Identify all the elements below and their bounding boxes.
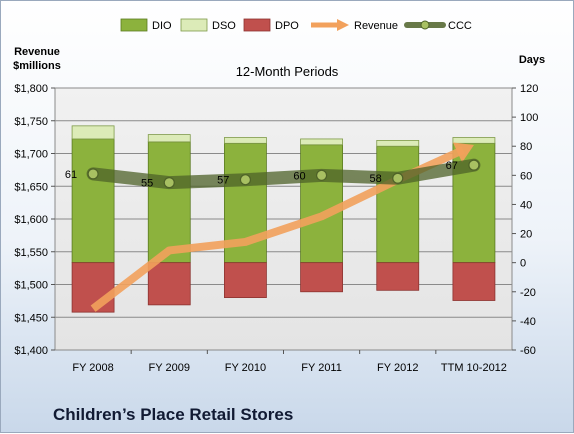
ccc-point xyxy=(163,177,175,189)
bar-dso xyxy=(147,134,191,143)
legend-marker-ccc xyxy=(420,20,430,30)
ccc-data-label: 61 xyxy=(65,169,77,181)
left-tick-label: $1,650 xyxy=(14,181,48,193)
ccc-line xyxy=(86,158,481,190)
ccc-data-label: 57 xyxy=(217,175,229,187)
bar-dso xyxy=(452,137,496,144)
ccc-point xyxy=(87,168,99,180)
ccc-data-label: 60 xyxy=(293,170,305,182)
x-tick-label: FY 2010 xyxy=(225,362,266,374)
right-tick-label: 20 xyxy=(520,229,532,241)
bar-dso xyxy=(300,138,343,146)
left-tick-label: $1,700 xyxy=(14,149,48,161)
left-axis-label-line2: $millions xyxy=(13,60,61,72)
left-axis-label-line1: Revenue xyxy=(14,46,60,58)
ccc-data-label: 58 xyxy=(370,173,382,185)
ccc-data-label: 55 xyxy=(141,178,153,190)
left-tick-label: $1,450 xyxy=(14,312,48,324)
legend-label-dio: DIO xyxy=(152,20,172,32)
left-tick-label: $1,750 xyxy=(14,116,48,128)
bar-dio xyxy=(376,145,420,264)
right-tick-label: -40 xyxy=(520,316,536,328)
bar-dpo xyxy=(376,262,420,291)
bar-dio xyxy=(147,141,191,264)
legend-label-ccc: CCC xyxy=(448,20,472,32)
bar-dio xyxy=(300,144,343,264)
right-tick-label: 120 xyxy=(520,83,538,95)
ccc-point xyxy=(315,169,328,181)
x-tick-label: FY 2008 xyxy=(72,362,113,374)
right-tick-label: -60 xyxy=(520,345,536,357)
legend-label-dso: DSO xyxy=(212,20,236,32)
bar-dpo xyxy=(452,262,496,301)
chart-title: 12-Month Periods xyxy=(236,64,339,79)
bar-dso xyxy=(224,137,267,144)
x-tick-label: FY 2012 xyxy=(377,362,418,374)
left-tick-label: $1,600 xyxy=(14,214,48,226)
x-tick-label: FY 2009 xyxy=(149,362,190,374)
company-name: Children’s Place Retail Stores xyxy=(53,405,294,424)
left-tick-label: $1,400 xyxy=(14,345,48,357)
legend-swatch-dpo xyxy=(243,18,271,32)
legend-label-dpo: DPO xyxy=(275,20,299,32)
ccc-point xyxy=(239,174,252,186)
right-tick-label: 100 xyxy=(520,112,538,124)
ccc-point xyxy=(392,172,404,184)
legend-label-revenue: Revenue xyxy=(354,20,398,32)
bar-dpo xyxy=(300,262,343,293)
legend-arrowhead-revenue xyxy=(337,19,349,31)
left-tick-label: $1,500 xyxy=(14,280,48,292)
x-tick-label: FY 2011 xyxy=(301,362,342,374)
left-tick-label: $1,550 xyxy=(14,247,48,259)
revenue-arrowhead xyxy=(452,142,474,163)
legend-swatch-dio xyxy=(120,18,148,32)
right-tick-label: 80 xyxy=(520,141,532,153)
ccc-data-label: 67 xyxy=(446,160,458,172)
right-tick-label: 60 xyxy=(520,170,532,182)
bar-dpo xyxy=(224,262,267,298)
legend: DIO DSO DPO Revenue CCC xyxy=(120,18,472,32)
left-tick-label: $1,800 xyxy=(14,83,48,95)
right-tick-label: 0 xyxy=(520,258,526,270)
right-tick-label: 40 xyxy=(520,199,532,211)
x-tick-label: TTM 10-2012 xyxy=(441,362,507,374)
bar-dpo xyxy=(147,262,191,306)
bar-dso xyxy=(71,125,115,140)
ccc-point xyxy=(468,159,480,171)
bar-dso xyxy=(376,139,420,147)
right-tick-label: -20 xyxy=(520,287,536,299)
legend-swatch-dso xyxy=(180,18,208,32)
bar-dio xyxy=(71,138,115,264)
plot-area: $1,400 $1,450 $1,500 $1,550 $1,600 $1,650 $1,7… xyxy=(14,83,538,374)
right-axis-label: Days xyxy=(519,54,545,66)
